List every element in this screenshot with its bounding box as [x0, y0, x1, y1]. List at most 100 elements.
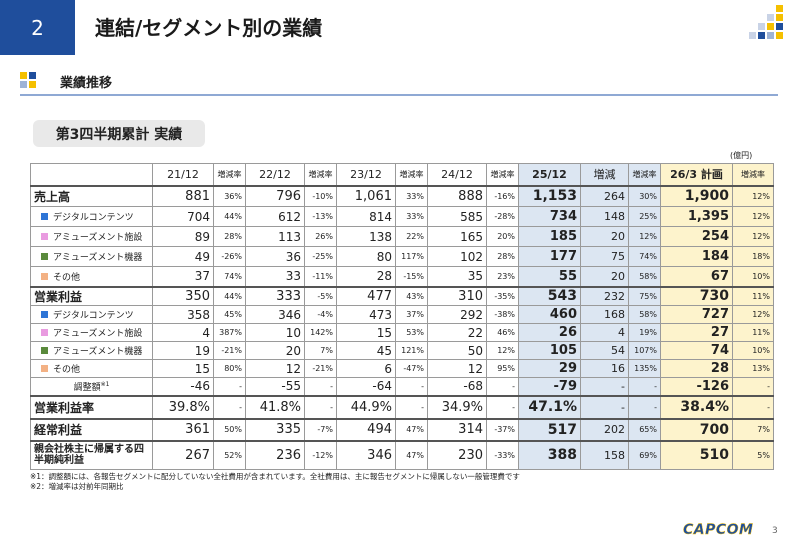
- cell: 888: [427, 185, 487, 207]
- cell: 20: [580, 266, 629, 287]
- cell: 23%: [486, 266, 519, 287]
- cell: 15: [152, 359, 214, 378]
- header-row: 21/12 増減率 22/12 増減率 23/12 増減率 24/12 増減率 25/12 増減増…: [30, 163, 774, 186]
- table-row: アミューズメント機器 49 -26% 36 -25% 80 117% 102 28% 177 75 7…: [30, 246, 774, 267]
- cell: -68: [427, 377, 487, 396]
- cell: 460: [518, 305, 581, 324]
- cell: 1,153: [518, 185, 581, 207]
- cell: 168: [580, 305, 629, 324]
- label-text: 営業利益率: [34, 400, 95, 415]
- cell: 58%: [628, 266, 661, 287]
- column-header: 増減率: [395, 163, 428, 186]
- cell: 33%: [395, 206, 428, 227]
- table-row: 調整額※1 -46- -55- -64- -68- -79- - -126-: [30, 377, 774, 396]
- cell: 38.4%: [660, 395, 733, 419]
- cell: 185: [518, 226, 581, 247]
- label-text: 売上高: [34, 189, 71, 204]
- cell: 80: [336, 246, 396, 267]
- cell: -: [628, 377, 661, 396]
- cell: -126: [660, 377, 733, 396]
- cell: -64: [336, 377, 396, 396]
- column-header: 増減率: [628, 163, 661, 186]
- cell: 10%: [732, 341, 774, 360]
- cell: 34.9%: [427, 395, 487, 419]
- cell: 16: [580, 359, 629, 378]
- cell: -26%: [213, 246, 246, 267]
- cell: 65%: [628, 418, 661, 441]
- cell: 30%: [628, 185, 661, 207]
- cell: -: [395, 377, 428, 396]
- cell: 44.9%: [336, 395, 396, 419]
- cell: 730: [660, 286, 733, 306]
- cell: 13%: [732, 359, 774, 378]
- cell: 80%: [213, 359, 246, 378]
- cell: 44%: [213, 286, 246, 306]
- column-header: 24/12: [427, 163, 487, 186]
- cell: -: [732, 395, 774, 419]
- cell: 12%: [486, 341, 519, 360]
- cell: 11%: [732, 323, 774, 342]
- cell: 1,395: [660, 206, 733, 227]
- cell: -37%: [486, 418, 519, 441]
- row-label: 調整額※1: [30, 377, 153, 396]
- table-row: その他 37 74% 33 -11% 28 -15% 35 23% 55 20 58% 67 10%: [30, 266, 774, 287]
- cell: 148: [580, 206, 629, 227]
- cell: 517: [518, 418, 581, 441]
- cell: 292: [427, 305, 487, 324]
- cell: 1,900: [660, 185, 733, 207]
- table-row: 営業利益 350 44% 333 -5% 477 43% 310 -35% 543 232 75% 73…: [30, 286, 774, 306]
- table-row: 親会社株主に帰属する四半期純利益 267 52% 236 -12% 346 47% 230 -3…: [30, 440, 774, 470]
- cell: -: [628, 395, 661, 419]
- label-note: ※1: [100, 380, 110, 388]
- table-row: その他 15 80% 12 -21% 6 -47% 12 95% 29 16 135% 28 13%: [30, 359, 774, 378]
- row-label: アミューズメント施設: [30, 226, 153, 247]
- label-text: アミューズメント機器: [53, 347, 143, 357]
- cell: -11%: [304, 266, 337, 287]
- row-label: 売上高: [30, 185, 153, 207]
- cell: 477: [336, 286, 396, 306]
- column-header: 増減率: [486, 163, 519, 186]
- cell: 95%: [486, 359, 519, 378]
- bullet: [41, 272, 48, 280]
- cell: 10%: [732, 266, 774, 287]
- cell: -: [580, 395, 629, 419]
- row-label: その他: [30, 266, 153, 287]
- cell: 26%: [304, 226, 337, 247]
- cell: 135%: [628, 359, 661, 378]
- cell: 36: [245, 246, 305, 267]
- column-header: 増減率: [304, 163, 337, 186]
- cell: -: [732, 377, 774, 396]
- cell: 264: [580, 185, 629, 207]
- cell: 494: [336, 418, 396, 441]
- cell: -: [304, 377, 337, 396]
- cell: 121%: [395, 341, 428, 360]
- cell: 335: [245, 418, 305, 441]
- bullet: [41, 233, 48, 240]
- label-text: デジタルコンテンツ: [53, 311, 134, 321]
- cell: 43%: [395, 286, 428, 306]
- column-header: 増減: [580, 163, 629, 186]
- cell: 69%: [628, 440, 661, 470]
- footnote: ※2：増減率は対前年同期比: [30, 482, 124, 491]
- cell: 74%: [628, 246, 661, 267]
- cell: 47.1%: [518, 395, 581, 419]
- cell: 142%: [304, 323, 337, 342]
- cell: 33: [245, 266, 305, 287]
- cell: 12: [427, 359, 487, 378]
- cell: -46: [152, 377, 214, 396]
- table-row: 営業利益率 39.8% -41.8% -44.9% -34.9% -47.1% - -38.4…: [30, 395, 774, 419]
- cell: 585: [427, 206, 487, 227]
- cell: 105: [518, 341, 581, 360]
- cell: 67: [660, 266, 733, 287]
- cell: -7%: [304, 418, 337, 441]
- cell: 7%: [732, 418, 774, 441]
- cell: 117%: [395, 246, 428, 267]
- bullet: [41, 311, 48, 318]
- cell: 35: [427, 266, 487, 287]
- cell: 202: [580, 418, 629, 441]
- cell: -: [213, 395, 246, 419]
- label-text: デジタルコンテンツ: [53, 213, 134, 223]
- cell: 20%: [486, 226, 519, 247]
- cell: -10%: [304, 185, 337, 207]
